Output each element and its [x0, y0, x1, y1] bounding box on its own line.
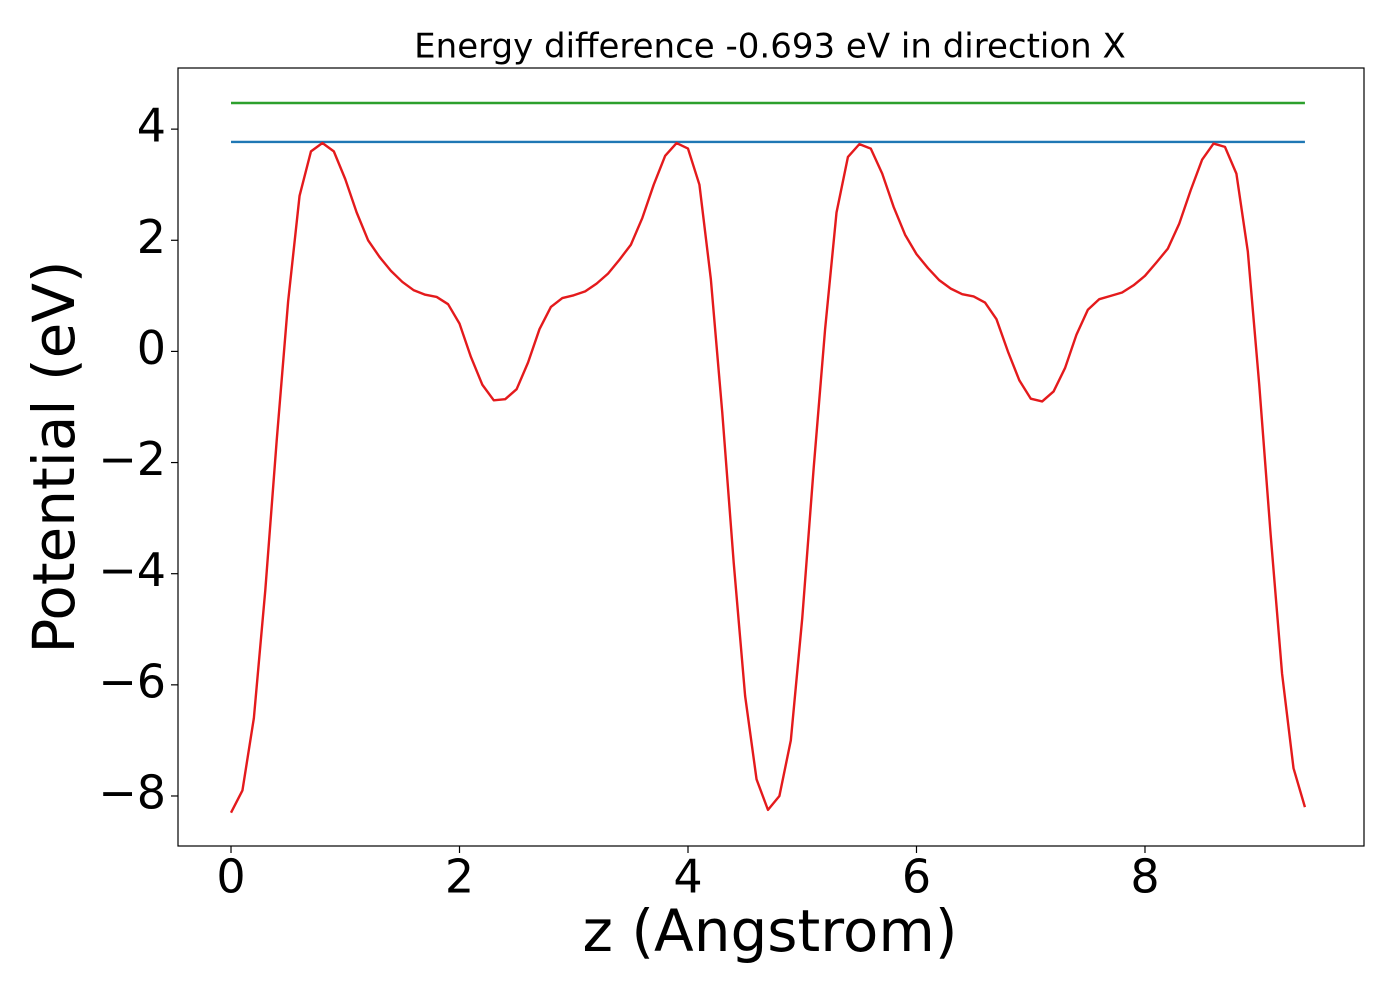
- y-tick-label: 4: [137, 99, 166, 153]
- y-tick-label: −6: [98, 654, 166, 708]
- x-tick-label: 8: [1130, 850, 1159, 904]
- x-axis-label: z (Angstrom): [583, 897, 958, 965]
- y-axis-label: Potential (eV): [20, 260, 88, 653]
- data-line: [229, 141, 1307, 814]
- plot-frame: [177, 67, 1365, 847]
- y-tick-label: 2: [137, 210, 166, 264]
- x-tick-label: 4: [673, 850, 702, 904]
- chart-title: Energy difference -0.693 eV in direction…: [414, 27, 1126, 67]
- y-tick-label: −4: [98, 543, 166, 597]
- y-tick-label: −8: [98, 765, 166, 819]
- y-tick-label: 0: [137, 321, 166, 375]
- x-tick-label: 0: [216, 850, 245, 904]
- x-tick-label: 6: [902, 850, 931, 904]
- x-tick-label: 2: [445, 850, 474, 904]
- y-tick-label: −2: [98, 432, 166, 486]
